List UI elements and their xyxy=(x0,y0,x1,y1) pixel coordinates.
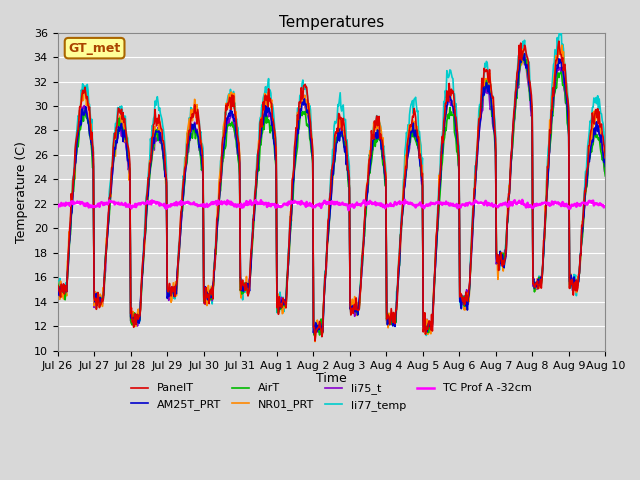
Line: li77_temp: li77_temp xyxy=(58,26,605,336)
Line: li75_t: li75_t xyxy=(58,56,605,335)
NR01_PRT xyxy=(602,159,609,165)
li77_temp xyxy=(318,334,326,339)
li77_temp xyxy=(175,238,183,244)
TC Prof A -32cm xyxy=(54,204,61,210)
PanelT xyxy=(399,204,406,209)
AirT xyxy=(415,148,422,154)
Line: NR01_PRT: NR01_PRT xyxy=(58,45,605,342)
TC Prof A -32cm xyxy=(401,197,409,203)
AM25T_PRT xyxy=(415,146,422,152)
li75_t xyxy=(602,170,609,176)
li77_temp xyxy=(415,131,422,137)
Text: GT_met: GT_met xyxy=(68,42,121,55)
li75_t xyxy=(310,332,318,338)
NR01_PRT xyxy=(558,42,566,48)
AM25T_PRT xyxy=(175,245,183,251)
TC Prof A -32cm xyxy=(63,201,71,206)
PanelT xyxy=(205,291,212,297)
AirT xyxy=(602,173,609,179)
Line: PanelT: PanelT xyxy=(58,41,605,341)
TC Prof A -32cm xyxy=(399,199,406,205)
PanelT xyxy=(555,38,563,44)
AirT xyxy=(63,276,71,281)
NR01_PRT xyxy=(54,279,61,285)
NR01_PRT xyxy=(311,339,319,345)
li75_t xyxy=(520,53,527,59)
li75_t xyxy=(205,291,212,297)
li75_t xyxy=(120,129,127,135)
NR01_PRT xyxy=(175,249,183,254)
li77_temp xyxy=(602,155,609,160)
AirT xyxy=(54,281,61,287)
li77_temp xyxy=(557,24,565,29)
li75_t xyxy=(175,242,183,248)
X-axis label: Time: Time xyxy=(316,372,347,385)
AirT xyxy=(518,49,526,55)
li77_temp xyxy=(120,113,127,119)
AirT xyxy=(175,242,183,248)
li75_t xyxy=(399,206,406,212)
li77_temp xyxy=(54,286,61,292)
PanelT xyxy=(415,134,422,140)
Y-axis label: Temperature (C): Temperature (C) xyxy=(15,141,28,242)
Line: TC Prof A -32cm: TC Prof A -32cm xyxy=(58,200,605,210)
TC Prof A -32cm xyxy=(345,207,353,213)
AirT xyxy=(399,211,406,216)
NR01_PRT xyxy=(120,121,127,127)
AirT xyxy=(205,291,212,297)
li75_t xyxy=(63,275,71,281)
AM25T_PRT xyxy=(311,330,319,336)
PanelT xyxy=(120,120,127,125)
AM25T_PRT xyxy=(521,51,529,57)
PanelT xyxy=(63,271,71,276)
AM25T_PRT xyxy=(205,291,212,297)
AM25T_PRT xyxy=(399,210,406,216)
NR01_PRT xyxy=(399,199,406,205)
li77_temp xyxy=(205,291,212,297)
TC Prof A -32cm xyxy=(205,202,212,208)
TC Prof A -32cm xyxy=(415,201,423,207)
PanelT xyxy=(311,338,319,344)
AM25T_PRT xyxy=(54,288,61,294)
AirT xyxy=(120,130,127,135)
NR01_PRT xyxy=(63,259,71,264)
PanelT xyxy=(602,154,609,160)
li77_temp xyxy=(399,198,406,204)
Legend: PanelT, AM25T_PRT, AirT, NR01_PRT, li75_t, li77_temp, TC Prof A -32cm: PanelT, AM25T_PRT, AirT, NR01_PRT, li75_… xyxy=(127,379,536,415)
Line: AM25T_PRT: AM25T_PRT xyxy=(58,54,605,333)
AirT xyxy=(310,332,318,338)
li77_temp xyxy=(63,267,71,273)
NR01_PRT xyxy=(415,136,422,142)
Title: Temperatures: Temperatures xyxy=(279,15,384,30)
TC Prof A -32cm xyxy=(120,202,127,208)
AM25T_PRT xyxy=(63,270,71,276)
PanelT xyxy=(54,282,61,288)
li75_t xyxy=(415,144,422,149)
li75_t xyxy=(54,288,61,294)
AM25T_PRT xyxy=(120,132,127,137)
TC Prof A -32cm xyxy=(175,199,183,205)
AM25T_PRT xyxy=(602,164,609,169)
Line: AirT: AirT xyxy=(58,52,605,335)
PanelT xyxy=(175,239,183,244)
NR01_PRT xyxy=(205,283,212,288)
TC Prof A -32cm xyxy=(602,204,609,209)
